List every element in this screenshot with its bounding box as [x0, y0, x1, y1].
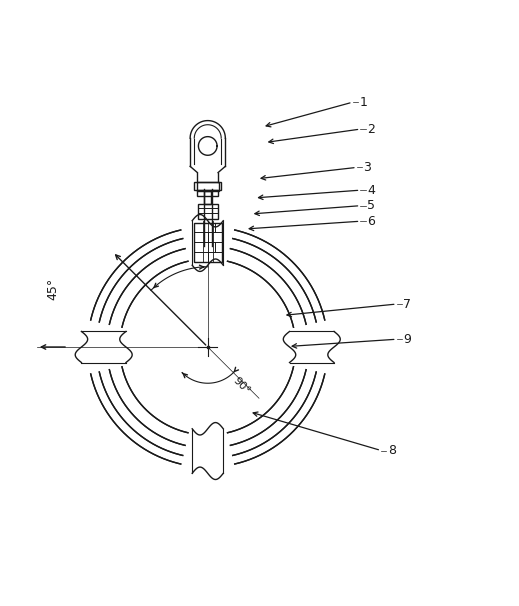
Text: 2: 2	[367, 122, 375, 136]
Text: 3: 3	[363, 161, 372, 174]
Text: 8: 8	[388, 444, 396, 457]
Text: 4: 4	[367, 184, 375, 197]
Text: 7: 7	[403, 298, 412, 310]
Bar	[197, 190, 218, 196]
Text: 9: 9	[403, 333, 411, 346]
Text: 6: 6	[367, 215, 375, 228]
Bar	[194, 223, 222, 262]
Text: 90°: 90°	[231, 375, 252, 396]
Text: 5: 5	[367, 199, 375, 212]
Bar	[198, 204, 217, 219]
Bar	[197, 182, 218, 191]
Bar	[204, 191, 211, 204]
Bar	[194, 182, 221, 190]
Text: 1: 1	[359, 96, 367, 108]
Text: 45°: 45°	[46, 278, 59, 301]
